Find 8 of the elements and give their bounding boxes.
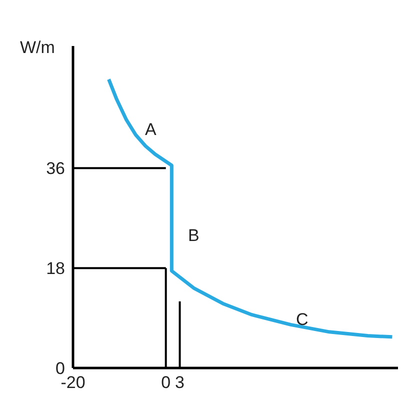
x-tick-label: 0 — [161, 373, 171, 392]
y-axis-title: W/m — [20, 38, 55, 58]
annotation: C — [296, 310, 308, 330]
y-tick-label: 36 — [46, 159, 65, 178]
annotation: A — [145, 120, 156, 140]
annotation: B — [188, 226, 200, 246]
x-tick-label: 3 — [175, 373, 185, 392]
y-tick-label: 18 — [46, 259, 65, 278]
